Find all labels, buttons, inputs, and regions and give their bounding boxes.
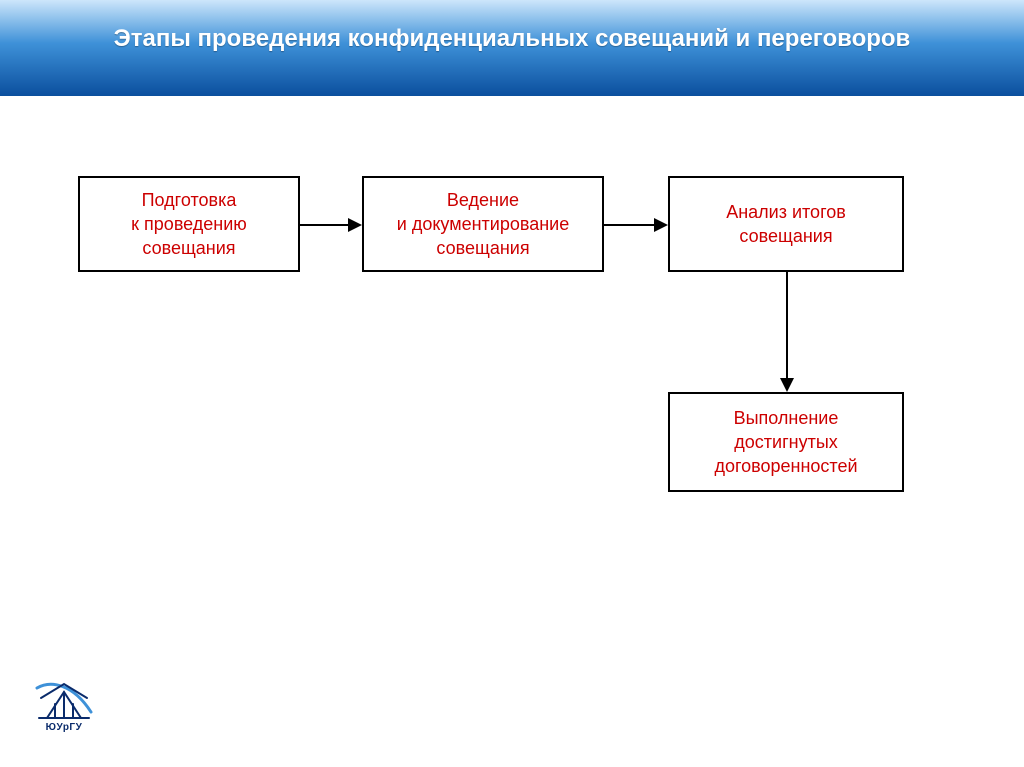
university-logo: ЮУрГУ <box>33 678 95 734</box>
flow-arrow <box>604 224 654 226</box>
logo-caption: ЮУрГУ <box>46 722 83 733</box>
arrow-head-icon <box>780 378 794 392</box>
slide-title: Этапы проведения конфиденциальных совеща… <box>0 24 1024 54</box>
logo-graphic-icon <box>33 678 95 722</box>
flow-node-analysis: Анализ итогов совещания <box>668 176 904 272</box>
flow-node-execution: Выполнение достигнутых договоренностей <box>668 392 904 492</box>
slide-canvas: Этапы проведения конфиденциальных совеща… <box>0 0 1024 767</box>
arrow-head-icon <box>348 218 362 232</box>
flow-node-label: Подготовка к проведению совещания <box>121 182 257 267</box>
flow-node-conducting: Ведение и документирование совещания <box>362 176 604 272</box>
flow-node-label: Ведение и документирование совещания <box>387 182 579 267</box>
flow-arrow <box>786 272 788 378</box>
flow-node-label: Анализ итогов совещания <box>716 194 856 255</box>
flow-node-label: Выполнение достигнутых договоренностей <box>704 400 867 485</box>
flow-arrow <box>300 224 348 226</box>
flow-node-preparation: Подготовка к проведению совещания <box>78 176 300 272</box>
arrow-head-icon <box>654 218 668 232</box>
